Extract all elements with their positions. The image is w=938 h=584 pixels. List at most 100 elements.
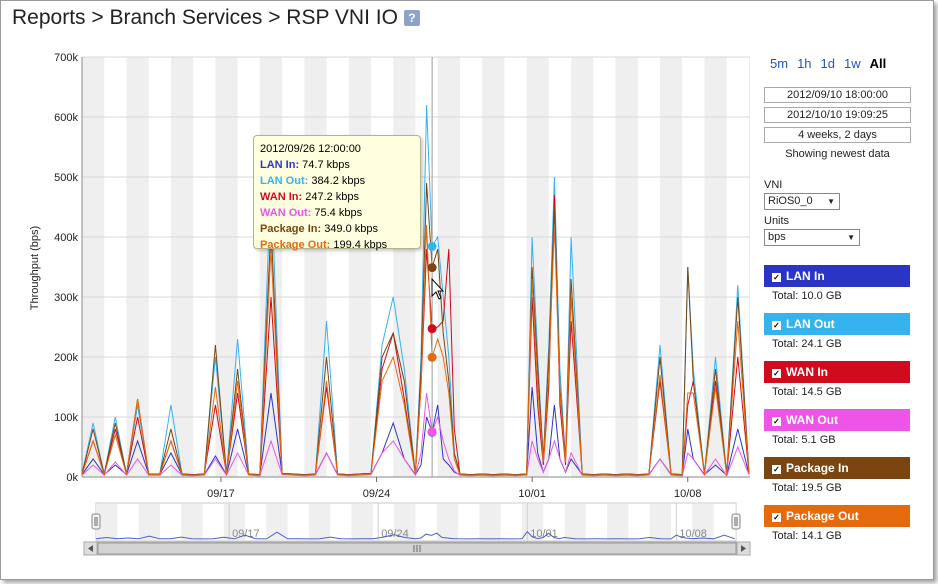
day-band (482, 57, 505, 477)
time-range-1d[interactable]: 1d (820, 56, 835, 71)
start-time-field[interactable]: 2012/09/10 18:00:00 (764, 87, 911, 103)
legend-total: Total: 14.5 GB (772, 386, 842, 398)
tooltip-row: LAN In: 74.7 kbps (260, 157, 414, 173)
navigator-tick-label: 10/08 (679, 528, 707, 540)
legend-item-package-out[interactable]: ✓ Package Out (764, 505, 910, 527)
y-tick-label: 0k (66, 472, 78, 484)
x-tick-label: 09/17 (207, 488, 235, 500)
tooltip-timestamp: 2012/09/26 12:00:00 (260, 143, 361, 155)
legend-label: Package Out (786, 509, 859, 523)
navigator-band (564, 504, 586, 540)
legend-item-wan-out[interactable]: ✓ WAN Out (764, 409, 910, 431)
x-tick-label: 10/01 (518, 488, 546, 500)
legend-item-lan-out[interactable]: ✓ LAN Out (764, 313, 910, 335)
vni-label: VNI (764, 179, 783, 191)
hover-point (427, 263, 437, 273)
legend-total: Total: 19.5 GB (772, 482, 842, 494)
vni-select[interactable]: RiOS0_0 ▼ (764, 193, 840, 210)
units-select[interactable]: bps ▼ (764, 229, 860, 246)
tooltip-series-label: Package Out: (260, 239, 331, 251)
legend-label: LAN In (786, 269, 825, 283)
day-band (526, 57, 549, 477)
navigator-handle-right[interactable] (731, 513, 741, 530)
units-value: bps (768, 231, 786, 243)
tooltip-series-label: WAN Out: (260, 207, 312, 219)
time-range-1w[interactable]: 1w (844, 56, 861, 71)
hover-point (427, 241, 437, 251)
legend-item-package-in[interactable]: ✓ Package In (764, 457, 910, 479)
tooltip-series-label: LAN Out: (260, 175, 309, 187)
tooltip-series-label: WAN In: (260, 191, 303, 203)
checkbox-icon[interactable]: ✓ (772, 513, 781, 522)
chevron-left-icon (88, 545, 93, 552)
checkbox-icon[interactable]: ✓ (772, 465, 781, 474)
navigator-band (308, 504, 331, 540)
navigator-band (138, 504, 160, 540)
time-range-5m[interactable]: 5m (770, 56, 789, 71)
tooltip-series-label: LAN In: (260, 159, 300, 171)
plot-area (82, 57, 750, 477)
tooltip-series-value: 74.7 kbps (299, 159, 350, 171)
day-band (215, 57, 238, 477)
tooltip-row: Package In: 349.0 kbps (260, 221, 414, 237)
tooltip-series-value: 349.0 kbps (321, 223, 379, 235)
day-band (659, 57, 683, 477)
chevron-down-icon: ▼ (847, 233, 855, 242)
navigator-band (351, 504, 373, 540)
navigator-band (692, 504, 714, 540)
legend-label: WAN Out (786, 413, 838, 427)
day-band (704, 57, 727, 477)
legend-total: Total: 5.1 GB (772, 434, 836, 446)
navigator-band (266, 504, 288, 540)
navigator-handle-left[interactable] (91, 513, 101, 530)
checkbox-icon[interactable]: ✓ (772, 321, 781, 330)
series-line-wan-out (81, 392, 750, 477)
tooltip-series-value: 384.2 kbps (308, 175, 366, 187)
navigator[interactable] (95, 502, 737, 542)
navigator-band (479, 504, 501, 540)
x-tick-label: 09/24 (363, 488, 391, 500)
end-time-field[interactable]: 2012/10/10 19:09:25 (764, 107, 911, 123)
checkbox-icon[interactable]: ✓ (772, 273, 781, 282)
navigator-band (436, 504, 459, 540)
help-icon[interactable]: ? (403, 10, 420, 26)
checkbox-icon[interactable]: ✓ (772, 369, 781, 378)
tooltip-row: WAN Out: 75.4 kbps (260, 205, 414, 221)
y-tick-label: 200k (54, 352, 78, 364)
day-band (571, 57, 594, 477)
day-band (748, 57, 750, 477)
legend-total: Total: 24.1 GB (772, 338, 842, 350)
tooltip-series-label: Package In: (260, 223, 322, 235)
chevron-down-icon: ▼ (827, 197, 835, 206)
tooltip-series-value: 199.4 kbps (330, 239, 388, 251)
data-tooltip: 2012/09/26 12:00:00 LAN In: 74.7 kbps LAN… (253, 135, 421, 251)
navigator-band (96, 504, 118, 540)
day-band (126, 57, 149, 477)
mouse-pointer-icon (431, 277, 445, 300)
legend-label: WAN In (786, 365, 828, 379)
navigator-band (181, 504, 203, 540)
series-line-package-out (81, 224, 750, 477)
navigator-band (607, 504, 629, 540)
hover-point (427, 427, 437, 437)
tooltip-row: Package Out: 199.4 kbps (260, 237, 414, 253)
time-range-selector: 5m 1h 1d 1w All (770, 56, 895, 71)
navigator-band (649, 504, 672, 540)
legend-item-lan-in[interactable]: ✓ LAN In (764, 265, 910, 287)
units-label: Units (764, 215, 790, 227)
status-text: Showing newest data (785, 148, 890, 160)
navigator-tick-label: 09/24 (381, 528, 409, 540)
chevron-right-icon (741, 545, 746, 552)
legend-item-wan-in[interactable]: ✓ WAN In (764, 361, 910, 383)
navigator-tick-label: 10/01 (530, 528, 558, 540)
time-range-all[interactable]: All (869, 56, 887, 71)
y-tick-label: 700k (54, 52, 78, 64)
legend-label: Package In (786, 461, 849, 475)
hover-point (427, 352, 437, 362)
tooltip-row: WAN In: 247.2 kbps (260, 189, 414, 205)
tooltip-series-value: 247.2 kbps (302, 191, 360, 203)
day-band (170, 57, 194, 477)
time-range-1h[interactable]: 1h (797, 56, 812, 71)
checkbox-icon[interactable]: ✓ (772, 417, 781, 426)
